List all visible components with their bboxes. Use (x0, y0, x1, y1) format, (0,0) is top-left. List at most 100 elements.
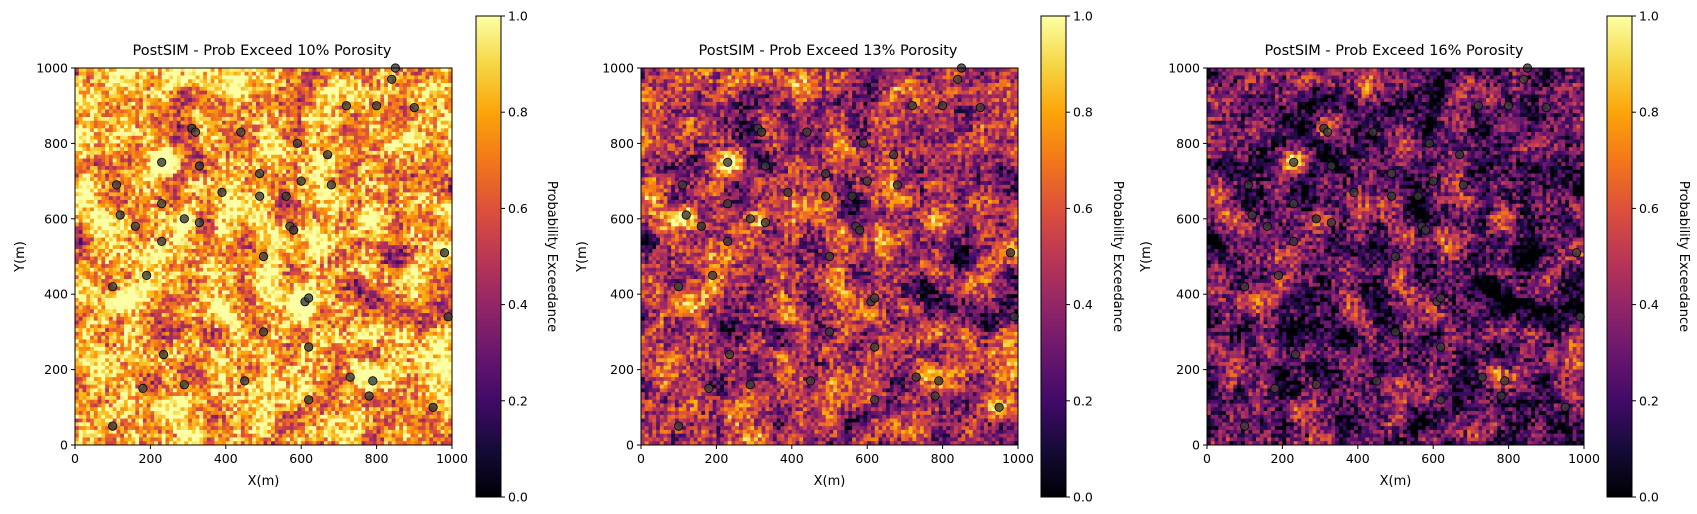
heatmap-cell (90, 177, 94, 181)
heatmap-cell (128, 181, 132, 185)
heatmap-cell (150, 200, 154, 204)
heatmap-cell (441, 174, 445, 178)
heatmap-cell (79, 174, 83, 178)
heatmap-cell (279, 136, 283, 140)
heatmap-cell (444, 196, 448, 200)
heatmap-cell (433, 87, 437, 91)
heatmap-cell (120, 68, 124, 72)
heatmap-cell (365, 147, 369, 151)
heatmap-cell (328, 79, 332, 83)
heatmap-cell (414, 117, 418, 121)
heatmap-cell (377, 76, 381, 80)
heatmap-cell (177, 79, 181, 83)
heatmap-cell (196, 72, 200, 76)
heatmap-cell (328, 211, 332, 215)
heatmap-cell (79, 200, 83, 204)
heatmap-cell (294, 87, 298, 91)
heatmap-cell (116, 113, 120, 117)
heatmap-cell (154, 143, 158, 147)
heatmap-cell (173, 166, 177, 170)
heatmap-cell (256, 87, 260, 91)
heatmap-cell (309, 109, 313, 113)
heatmap-cell (214, 151, 218, 155)
heatmap-cell (309, 155, 313, 159)
heatmap-cell (260, 125, 264, 129)
heatmap-cell (169, 147, 173, 151)
heatmap-cell (373, 132, 377, 136)
heatmap-cell (373, 125, 377, 129)
heatmap-cell (429, 181, 433, 185)
heatmap-cell (113, 136, 117, 140)
heatmap-cell (286, 94, 290, 98)
heatmap-cell (365, 132, 369, 136)
heatmap-cell (377, 189, 381, 193)
heatmap-cell (139, 211, 143, 215)
heatmap-cell (403, 185, 407, 189)
heatmap-cell (350, 125, 354, 129)
heatmap-cell (196, 94, 200, 98)
heatmap-cell (83, 174, 87, 178)
heatmap-cell (214, 143, 218, 147)
heatmap-cell (339, 98, 343, 102)
heatmap-cell (346, 91, 350, 95)
heatmap-cell (343, 79, 347, 83)
heatmap-cell (294, 204, 298, 208)
heatmap-cell (150, 140, 154, 144)
heatmap-cell (313, 91, 317, 95)
heatmap-cell (429, 121, 433, 125)
heatmap-cell (256, 106, 260, 110)
heatmap-cell (350, 151, 354, 155)
heatmap-cell (403, 166, 407, 170)
heatmap-cell (335, 177, 339, 181)
heatmap-cell (192, 204, 196, 208)
heatmap-cell (83, 207, 87, 211)
heatmap-cell (403, 147, 407, 151)
heatmap-cell (309, 189, 313, 193)
heatmap-cell (237, 211, 241, 215)
heatmap-cell (316, 132, 320, 136)
heatmap-cell (139, 215, 143, 219)
heatmap-cell (162, 68, 166, 72)
heatmap-cell (426, 174, 430, 178)
heatmap-cell (339, 132, 343, 136)
heatmap-cell (116, 136, 120, 140)
heatmap-cell (339, 158, 343, 162)
heatmap-cell (101, 151, 105, 155)
heatmap-cell (320, 192, 324, 196)
heatmap-cell (207, 94, 211, 98)
heatmap-cell (271, 121, 275, 125)
heatmap-cell (407, 189, 411, 193)
heatmap-cell (264, 87, 268, 91)
heatmap-cell (245, 211, 249, 215)
heatmap-cell (264, 91, 268, 95)
heatmap-cell (154, 140, 158, 144)
heatmap-cell (214, 102, 218, 106)
heatmap-cell (286, 121, 290, 125)
heatmap-cell (339, 121, 343, 125)
heatmap-cell (188, 166, 192, 170)
heatmap-cell (429, 207, 433, 211)
heatmap-cell (181, 87, 185, 91)
heatmap-cell (83, 128, 87, 132)
heatmap-cell (373, 79, 377, 83)
heatmap-cell (301, 98, 305, 102)
heatmap-cell (260, 147, 264, 151)
heatmap-cell (162, 109, 166, 113)
heatmap-cell (313, 76, 317, 80)
heatmap-cell (309, 136, 313, 140)
heatmap-cell (222, 121, 226, 125)
heatmap-cell (444, 204, 448, 208)
heatmap-cell (403, 132, 407, 136)
heatmap-cell (230, 102, 234, 106)
heatmap-cell (399, 117, 403, 121)
heatmap-cell (279, 113, 283, 117)
heatmap-cell (358, 207, 362, 211)
heatmap-cell (139, 87, 143, 91)
heatmap-cell (433, 155, 437, 159)
heatmap-cell (275, 170, 279, 174)
heatmap-cell (395, 207, 399, 211)
heatmap-cell (86, 121, 90, 125)
heatmap-cell (290, 76, 294, 80)
heatmap-cell (433, 166, 437, 170)
heatmap-cell (275, 121, 279, 125)
